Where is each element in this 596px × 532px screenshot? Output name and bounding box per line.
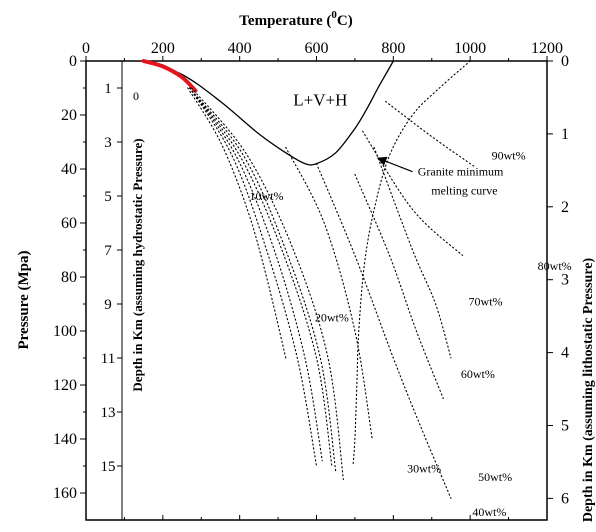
x-tick-label: 600 — [305, 40, 329, 57]
series-layer — [141, 59, 475, 499]
plot-frame — [85, 60, 548, 521]
lithostatic-depth-label: 4 — [561, 345, 569, 362]
hydrostatic-depth-label: 13 — [101, 405, 116, 421]
region-label: L+V+H — [293, 91, 347, 110]
hydrostatic-depth-label: 1 — [104, 81, 112, 97]
hydrostatic-depth-label: 3 — [104, 135, 112, 151]
annotation-label: 70wt% — [469, 294, 503, 308]
isopleth-line — [373, 146, 452, 359]
x-tick-label: 400 — [228, 40, 252, 57]
y-tick-label: 20 — [61, 107, 77, 124]
y-tick-label: 140 — [53, 431, 77, 448]
hydrostatic-depth-label: 11 — [101, 351, 115, 367]
granite-arrow — [376, 156, 413, 173]
x-tick-label: 800 — [381, 40, 405, 57]
isopleth-line — [187, 87, 287, 359]
y-tick-label: 80 — [61, 269, 77, 286]
x-tick-label: 1000 — [454, 40, 486, 57]
isopleth-line — [315, 163, 452, 499]
y-tick-label: 40 — [61, 161, 77, 178]
annotation-label: Granite minimum — [418, 165, 504, 179]
lithostatic-depth-label: 2 — [561, 199, 569, 216]
hydrostatic-depth-label: 7 — [104, 243, 112, 259]
y-tick-label: 120 — [53, 377, 77, 394]
isopleth-line — [354, 173, 444, 400]
isopleth-line — [362, 130, 464, 256]
y-tick-label: 100 — [53, 323, 77, 340]
y-tick-label: 0 — [69, 53, 77, 70]
halite-saturation-curve — [141, 59, 198, 93]
y-tick-label: 60 — [61, 215, 77, 232]
annotation-label: 80wt% — [538, 259, 572, 273]
isopleth-line — [189, 87, 323, 462]
annotation-label: 60wt% — [461, 367, 495, 381]
annotation-label: 20wt% — [315, 311, 349, 325]
annotation-label: 90wt% — [492, 149, 526, 163]
y-axis-inner-title: Depth in Km (assuming hydrostatic Pressu… — [130, 138, 145, 391]
annotation-label: 30wt% — [407, 462, 441, 476]
annotation-label: melting curve — [431, 184, 497, 198]
annotation-label: 0 — [133, 89, 139, 103]
isopleth-line — [189, 87, 337, 472]
y-tick-label: 160 — [53, 485, 77, 502]
isopleth-line — [191, 87, 344, 481]
isopleth-line — [385, 100, 475, 167]
y-axis-right-title: Depth in Km (assuming lithostatic Pressu… — [581, 258, 596, 523]
lithostatic-depth-label: 5 — [561, 418, 569, 435]
lithostatic-depth-label: 6 — [561, 490, 569, 507]
x-tick-label: 0 — [82, 40, 90, 57]
hydrostatic-depth-label: 15 — [101, 459, 116, 475]
x-axis-title: Temperature (0C) — [239, 9, 352, 29]
axes: 0 200 400 600 800 1000 12000204060801001201401… — [53, 40, 569, 521]
hydrostatic-depth-label: 9 — [104, 297, 112, 313]
isopleth-line — [189, 87, 318, 467]
granite-minimum-melting-curve — [352, 60, 471, 467]
x-tick-label: 200 — [151, 40, 175, 57]
annotation-label: 50wt% — [478, 470, 512, 484]
hydrostatic-depth-label: 5 — [104, 189, 112, 205]
annotation-layer: L+V+H 0 10wt% 20wt% 30wt% 40wt% 50wt% 60wt% 70wt… — [133, 89, 572, 519]
isopleth-line — [189, 87, 333, 467]
lithostatic-depth-label: 1 — [561, 126, 569, 143]
annotation-label: 40wt% — [472, 505, 506, 519]
label-layer: Temperature (0C) Pressure (Mpa) Depth in… — [16, 9, 596, 522]
x-tick-label: 1200 — [531, 40, 563, 57]
isopleth-line — [285, 146, 373, 440]
annotation-label: 10wt% — [250, 189, 284, 203]
y-axis-title: Pressure (Mpa) — [16, 250, 32, 349]
lithostatic-depth-label: 3 — [561, 272, 569, 289]
lithostatic-depth-label: 0 — [561, 53, 569, 70]
